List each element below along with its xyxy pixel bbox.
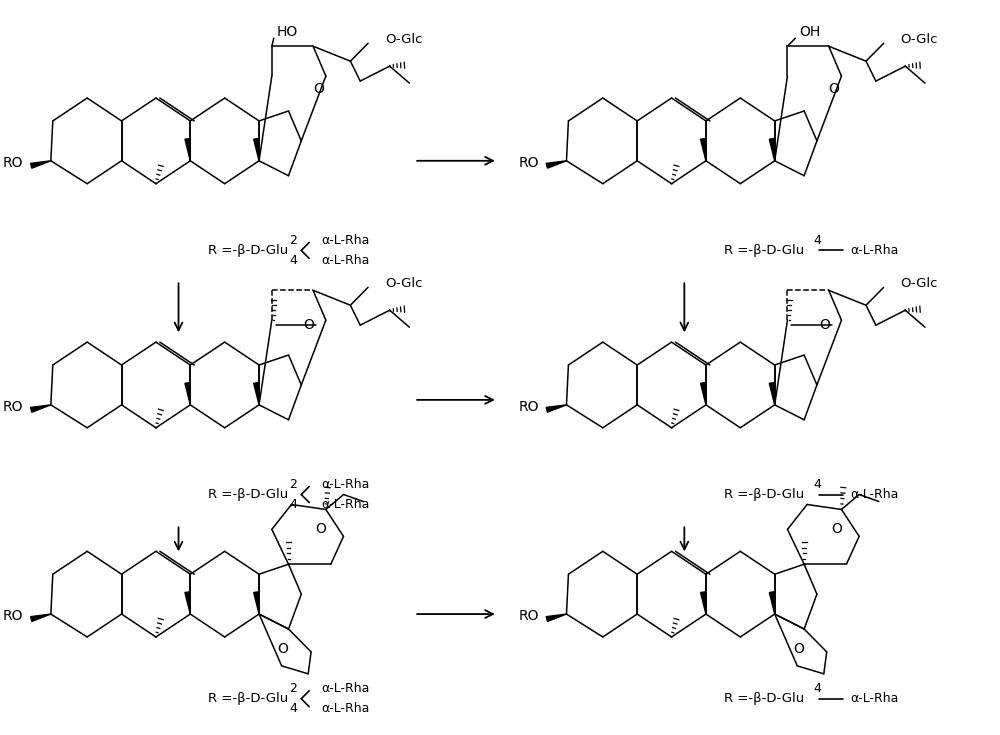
Text: R =-β-D-Glu: R =-β-D-Glu [724,692,804,706]
Text: R =-β-D-Glu: R =-β-D-Glu [208,244,288,257]
Polygon shape [185,138,190,161]
Polygon shape [31,405,51,412]
Text: 4: 4 [813,478,821,491]
Text: O: O [303,318,314,332]
Polygon shape [769,138,775,161]
Text: RO: RO [518,400,539,414]
Text: RO: RO [518,156,539,170]
Text: 4: 4 [289,498,297,511]
Polygon shape [185,383,190,405]
Text: O: O [829,82,840,96]
Polygon shape [254,383,259,405]
Text: α-L-Rha: α-L-Rha [321,498,369,511]
Text: O-Glc: O-Glc [385,33,422,46]
Polygon shape [769,383,775,405]
Text: α-L-Rha: α-L-Rha [850,488,899,501]
Text: O: O [831,523,842,537]
Polygon shape [546,405,566,412]
Text: 4: 4 [813,682,821,695]
Text: α-L-Rha: α-L-Rha [321,702,369,715]
Polygon shape [769,592,775,614]
Text: 4: 4 [289,702,297,715]
Text: O-Glc: O-Glc [900,33,938,46]
Polygon shape [701,383,706,405]
Text: O: O [315,523,326,537]
Text: 2: 2 [289,478,297,491]
Text: O: O [819,318,830,332]
Text: α-L-Rha: α-L-Rha [850,244,899,257]
Text: 2: 2 [289,234,297,247]
Text: α-L-Rha: α-L-Rha [321,682,369,695]
Text: α-L-Rha: α-L-Rha [321,478,369,491]
Polygon shape [254,138,259,161]
Polygon shape [31,614,51,622]
Polygon shape [254,592,259,614]
Polygon shape [31,161,51,168]
Text: RO: RO [3,609,23,623]
Text: 4: 4 [813,234,821,247]
Polygon shape [701,138,706,161]
Text: R =-β-D-Glu: R =-β-D-Glu [724,488,804,501]
Text: O-Glc: O-Glc [385,277,422,290]
Text: R =-β-D-Glu: R =-β-D-Glu [208,692,288,706]
Text: HO: HO [277,25,298,39]
Text: α-L-Rha: α-L-Rha [321,234,369,247]
Text: O: O [793,642,804,656]
Text: R =-β-D-Glu: R =-β-D-Glu [208,488,288,501]
Text: OH: OH [799,25,820,39]
Text: α-L-Rha: α-L-Rha [850,692,899,706]
Text: α-L-Rha: α-L-Rha [321,254,369,267]
Text: 4: 4 [289,254,297,267]
Text: RO: RO [3,400,23,414]
Text: O-Glc: O-Glc [900,277,938,290]
Text: 2: 2 [289,682,297,695]
Polygon shape [701,592,706,614]
Polygon shape [185,592,190,614]
Text: R =-β-D-Glu: R =-β-D-Glu [724,244,804,257]
Polygon shape [546,161,566,168]
Text: O: O [313,82,324,96]
Polygon shape [546,614,566,622]
Text: O: O [278,642,289,656]
Text: RO: RO [3,156,23,170]
Text: RO: RO [518,609,539,623]
